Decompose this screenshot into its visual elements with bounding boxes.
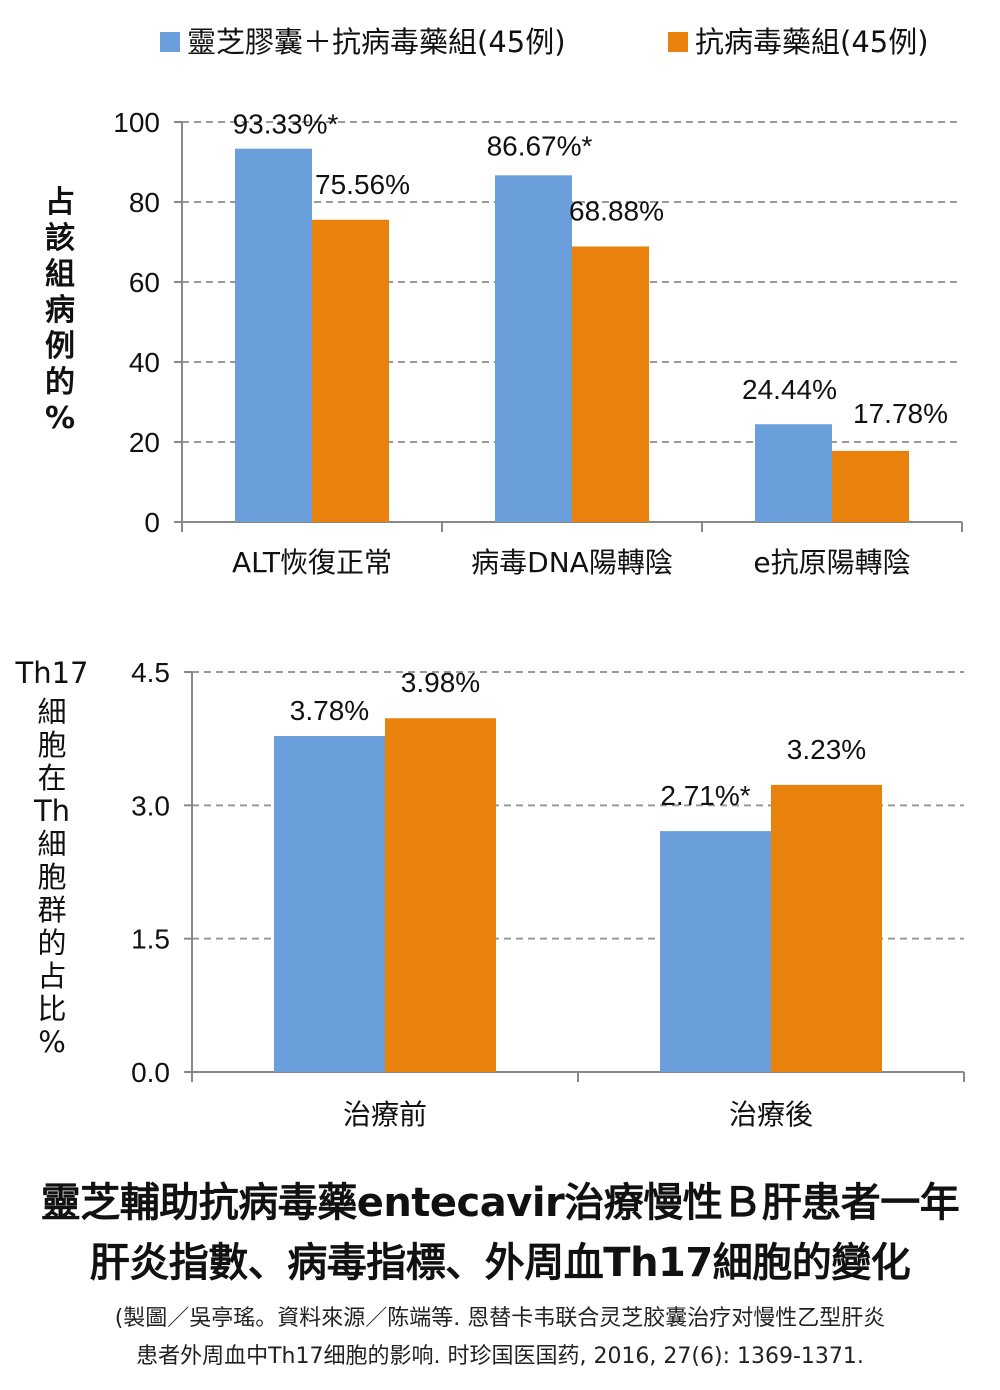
legend: 靈芝膠囊＋抗病毒藥組(45例) 抗病毒藥組(45例) xyxy=(160,25,929,59)
bar-combo-2 xyxy=(495,175,572,522)
bar-combo-2 xyxy=(660,831,771,1072)
data-label-combo-1: 3.78% xyxy=(290,695,369,726)
bar-antiviral-3 xyxy=(832,450,909,522)
bar-combo-1 xyxy=(235,148,312,522)
data-label-combo-2: 2.71%* xyxy=(660,780,750,811)
data-label-antiviral-2: 3.23% xyxy=(787,734,866,765)
data-label-combo-3: 24.44% xyxy=(742,374,837,405)
data-label-antiviral-3: 17.78% xyxy=(853,398,948,429)
bar-combo-3 xyxy=(755,424,832,522)
y-axis-label: 細胞在 Th 細胞群的占比% xyxy=(33,695,70,1059)
legend-swatch-1 xyxy=(160,32,180,52)
category-label-2: 治療後 xyxy=(729,1098,813,1131)
y-tick-label-3.0: 3.0 xyxy=(131,790,170,821)
y-tick-label-80: 80 xyxy=(129,187,160,218)
y-axis-label-top: Th17 xyxy=(15,656,89,690)
y-tick-label-1.5: 1.5 xyxy=(131,924,170,955)
data-label-antiviral-1: 3.98% xyxy=(401,667,480,698)
data-label-antiviral-2: 68.88% xyxy=(569,195,664,226)
source-note-line-1: (製圖／吳亭瑤。資料來源／陈端等. 恩替卡韦联合灵芝胶囊治疗对慢性乙型肝炎 xyxy=(114,1306,886,1331)
y-tick-label-40: 40 xyxy=(129,347,160,378)
y-tick-label-0.0: 0.0 xyxy=(131,1057,170,1088)
y-tick-label-20: 20 xyxy=(129,427,160,458)
bar-antiviral-2 xyxy=(572,246,649,523)
source-note-line-2: 患者外周血中Th17细胞的影响. 时珍国医国药, 2016, 27(6): 13… xyxy=(136,1344,864,1369)
legend-label-1: 靈芝膠囊＋抗病毒藥組(45例) xyxy=(187,25,566,59)
bar-combo-1 xyxy=(274,736,385,1072)
bar-antiviral-1 xyxy=(385,718,496,1072)
legend-label-2: 抗病毒藥組(45例) xyxy=(695,25,929,59)
data-label-combo-1: 93.33%* xyxy=(233,109,339,140)
bar-antiviral-1 xyxy=(312,219,389,522)
figure-title-line-2: 肝炎指數、病毒指標、外周血Th17細胞的變化 xyxy=(89,1240,911,1286)
y-tick-label-0: 0 xyxy=(144,507,160,538)
bar-antiviral-2 xyxy=(771,784,882,1072)
category-label-3: e抗原陽轉陰 xyxy=(753,546,910,579)
category-label-1: ALT恢復正常 xyxy=(232,546,392,579)
category-label-1: 治療前 xyxy=(343,1098,427,1131)
chart-1-liver-indicators: 0 20 40 60 80 100 93.33%* 75.56% ALT恢復正常 86.67%* 6… xyxy=(45,107,963,579)
data-label-combo-2: 86.67%* xyxy=(487,130,593,161)
category-label-2: 病毒DNA陽轉陰 xyxy=(471,546,673,579)
data-label-antiviral-1: 75.56% xyxy=(315,169,410,200)
y-tick-label-100: 100 xyxy=(113,107,160,138)
figure-title-line-1: 靈芝輔助抗病毒藥entecavir治療慢性Ｂ肝患者一年 xyxy=(40,1180,960,1226)
y-tick-label-60: 60 xyxy=(129,267,160,298)
y-axis-label: 占該組病例的% xyxy=(45,185,75,436)
legend-swatch-2 xyxy=(668,32,688,52)
chart-2-th17-cells: 0.0 1.5 3.0 4.5 3.78% 3.98% 治療前 2.71%* 3.23% 治療後 T… xyxy=(15,656,965,1131)
figure-canvas: 靈芝膠囊＋抗病毒藥組(45例) 抗病毒藥組(45例) 0 20 40 60 80 100 93… xyxy=(15,25,965,1131)
y-tick-label-4.5: 4.5 xyxy=(131,657,170,688)
